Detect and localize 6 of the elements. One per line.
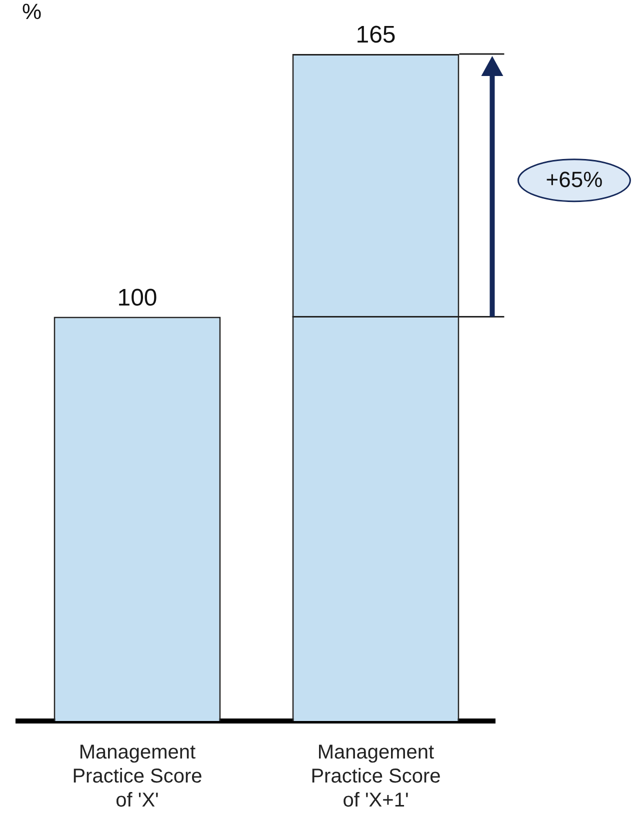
data-label: 165 <box>356 22 396 49</box>
text: +65% <box>546 167 603 194</box>
x-tick-label: Management Practice Score of 'X' <box>72 742 202 812</box>
y-axis-title: % <box>22 0 42 24</box>
x-tick-label: Management Practice Score of 'X+1' <box>310 742 441 812</box>
data-label: 100 <box>117 284 158 312</box>
